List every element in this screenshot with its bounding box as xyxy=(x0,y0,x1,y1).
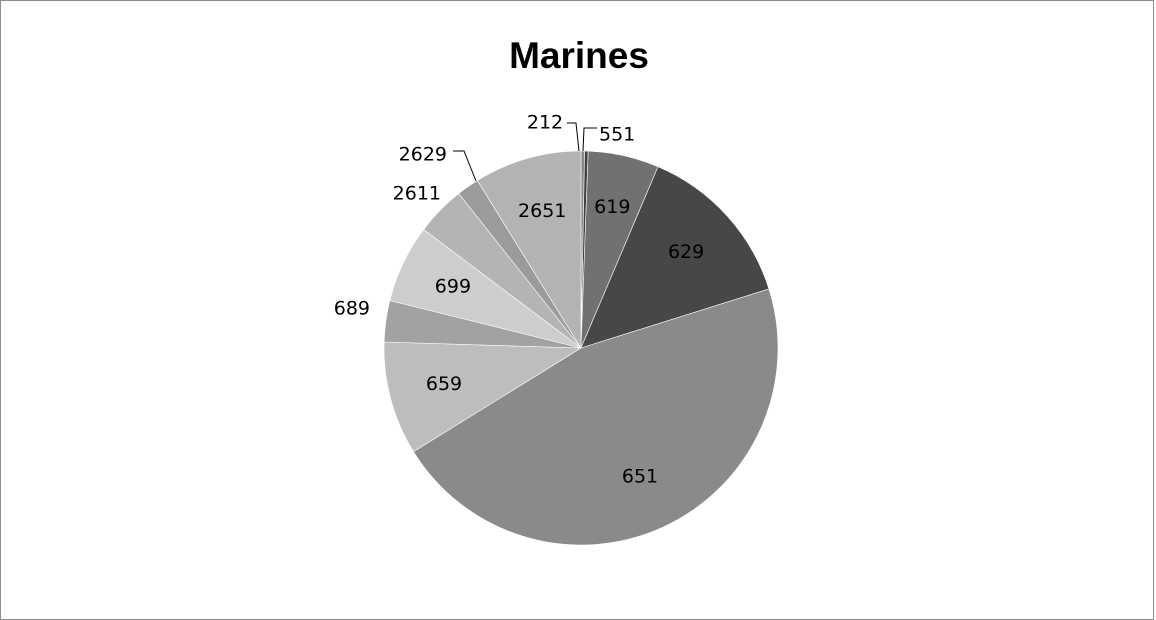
slice-label-699: 699 xyxy=(435,276,471,298)
pie-chart: 212 551 619 629 651 659 689 699 2611 2629 2651 xyxy=(334,112,779,546)
slice-label-689: 689 xyxy=(334,298,370,320)
pie-slices xyxy=(383,150,779,546)
slice-label-2651: 2651 xyxy=(518,200,566,222)
leader-line-212 xyxy=(567,122,580,152)
leader-line-551 xyxy=(582,127,597,152)
slice-label-2611: 2611 xyxy=(393,183,441,205)
slice-label-659: 659 xyxy=(426,373,462,395)
pie-slice-659 xyxy=(383,341,583,453)
pie-slice-651 xyxy=(413,288,779,546)
pie-slice-629 xyxy=(580,166,770,349)
leader-line-2629 xyxy=(453,150,477,182)
slice-label-551: 551 xyxy=(599,124,635,146)
slice-label-619: 619 xyxy=(594,196,630,218)
slice-labels: 212 551 619 629 651 659 689 699 2611 2629 2651 xyxy=(334,112,704,488)
slice-label-651: 651 xyxy=(622,466,658,488)
slice-label-629: 629 xyxy=(668,241,704,263)
chart-title: Marines xyxy=(509,35,649,76)
leader-lines xyxy=(453,122,597,182)
slice-label-2629: 2629 xyxy=(399,144,447,166)
slice-label-212: 212 xyxy=(527,112,563,134)
pie-slice-2651 xyxy=(476,150,582,350)
